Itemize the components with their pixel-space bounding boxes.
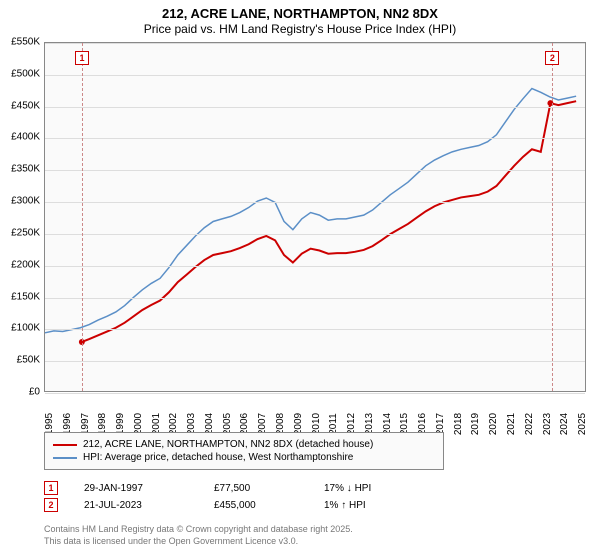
legend-item: HPI: Average price, detached house, West… bbox=[53, 452, 435, 463]
x-tick-label: 2019 bbox=[470, 413, 481, 435]
legend-swatch bbox=[53, 444, 77, 446]
series-price_paid bbox=[82, 101, 576, 342]
legend-label: HPI: Average price, detached house, West… bbox=[83, 452, 353, 463]
marker-badge: 2 bbox=[545, 51, 559, 65]
marker-vline bbox=[82, 43, 83, 391]
chart-title: 212, ACRE LANE, NORTHAMPTON, NN2 8DX bbox=[0, 6, 600, 21]
transaction-date: 21-JUL-2023 bbox=[84, 500, 214, 511]
marker-badge: 1 bbox=[44, 481, 58, 495]
transaction-price: £455,000 bbox=[214, 500, 324, 511]
y-tick-label: £0 bbox=[0, 387, 40, 398]
x-tick-label: 2020 bbox=[488, 413, 499, 435]
legend-swatch bbox=[53, 457, 77, 459]
y-tick-label: £450K bbox=[0, 100, 40, 111]
x-tick-label: 2024 bbox=[559, 413, 570, 435]
table-row: 1 29-JAN-1997 £77,500 17% ↓ HPI bbox=[44, 481, 586, 495]
plot-svg bbox=[45, 43, 585, 391]
y-tick-label: £150K bbox=[0, 291, 40, 302]
transaction-price: £77,500 bbox=[214, 483, 324, 494]
marker-vline bbox=[552, 43, 553, 391]
y-tick-label: £100K bbox=[0, 323, 40, 334]
transaction-date: 29-JAN-1997 bbox=[84, 483, 214, 494]
transaction-table: 1 29-JAN-1997 £77,500 17% ↓ HPI 2 21-JUL… bbox=[44, 478, 586, 515]
x-tick-label: 2018 bbox=[453, 413, 464, 435]
y-tick-label: £50K bbox=[0, 355, 40, 366]
y-tick-label: £350K bbox=[0, 164, 40, 175]
legend-label: 212, ACRE LANE, NORTHAMPTON, NN2 8DX (de… bbox=[83, 439, 373, 450]
legend: 212, ACRE LANE, NORTHAMPTON, NN2 8DX (de… bbox=[44, 432, 444, 470]
x-axis-labels: 1995199619971998199920002001200220032004… bbox=[44, 394, 586, 428]
chart-container: 212, ACRE LANE, NORTHAMPTON, NN2 8DX Pri… bbox=[0, 0, 600, 560]
y-tick-label: £400K bbox=[0, 132, 40, 143]
series-hpi bbox=[45, 89, 576, 333]
table-row: 2 21-JUL-2023 £455,000 1% ↑ HPI bbox=[44, 498, 586, 512]
footnote-line: Contains HM Land Registry data © Crown c… bbox=[44, 524, 353, 536]
y-tick-label: £500K bbox=[0, 68, 40, 79]
y-tick-label: £300K bbox=[0, 196, 40, 207]
footnote-line: This data is licensed under the Open Gov… bbox=[44, 536, 353, 548]
y-tick-label: £200K bbox=[0, 259, 40, 270]
y-tick-label: £550K bbox=[0, 37, 40, 48]
plot-area: 12 bbox=[44, 42, 586, 392]
x-tick-label: 2022 bbox=[524, 413, 535, 435]
footnote: Contains HM Land Registry data © Crown c… bbox=[44, 524, 353, 547]
x-tick-label: 2025 bbox=[577, 413, 588, 435]
y-tick-label: £250K bbox=[0, 227, 40, 238]
marker-badge: 1 bbox=[75, 51, 89, 65]
transaction-vs-hpi: 17% ↓ HPI bbox=[324, 483, 424, 494]
x-tick-label: 2023 bbox=[542, 413, 553, 435]
transaction-vs-hpi: 1% ↑ HPI bbox=[324, 500, 424, 511]
x-tick-label: 2021 bbox=[506, 413, 517, 435]
legend-item: 212, ACRE LANE, NORTHAMPTON, NN2 8DX (de… bbox=[53, 439, 435, 450]
chart-subtitle: Price paid vs. HM Land Registry's House … bbox=[0, 22, 600, 36]
marker-badge: 2 bbox=[44, 498, 58, 512]
title-block: 212, ACRE LANE, NORTHAMPTON, NN2 8DX Pri… bbox=[0, 0, 600, 36]
